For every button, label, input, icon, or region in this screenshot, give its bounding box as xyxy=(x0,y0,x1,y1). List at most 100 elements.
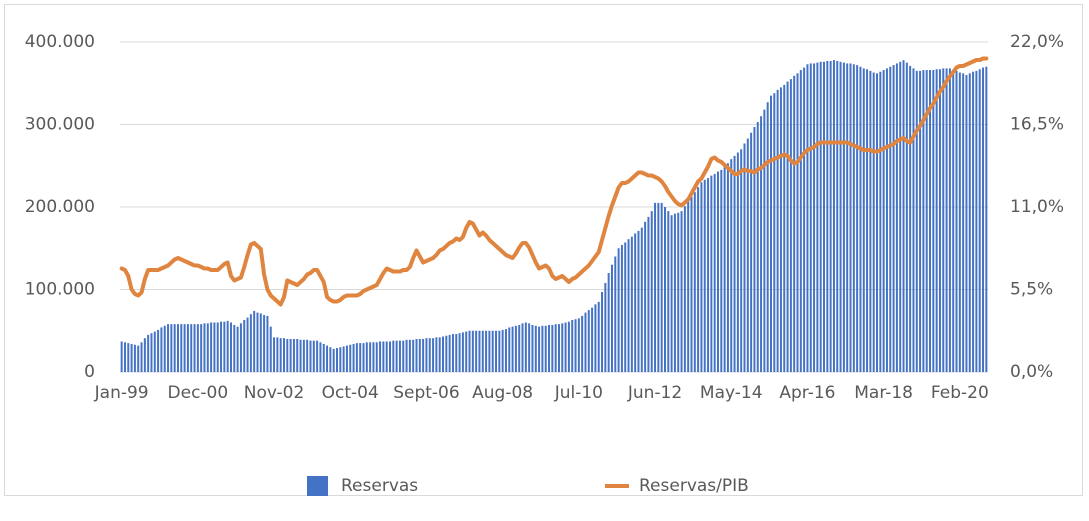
bar xyxy=(849,63,852,372)
bar xyxy=(650,211,653,372)
bar xyxy=(803,67,806,372)
bar xyxy=(157,329,160,372)
bar xyxy=(634,233,637,372)
bar xyxy=(173,324,176,372)
bar xyxy=(736,152,739,372)
bar xyxy=(836,60,839,372)
bar xyxy=(233,324,236,372)
bar xyxy=(389,341,392,372)
bar xyxy=(362,343,365,372)
bar xyxy=(309,340,312,372)
bar xyxy=(879,71,882,372)
bar xyxy=(382,341,385,372)
bar xyxy=(826,60,829,372)
bar xyxy=(276,337,279,372)
bar xyxy=(942,68,945,373)
bar xyxy=(955,70,958,372)
bar xyxy=(604,282,607,372)
bar xyxy=(475,330,478,372)
bar xyxy=(471,330,474,372)
bar xyxy=(975,70,978,372)
bar xyxy=(654,202,657,372)
bar xyxy=(630,236,633,372)
bar xyxy=(620,244,623,372)
bar xyxy=(286,339,289,372)
bar xyxy=(557,324,560,372)
bar xyxy=(876,73,879,372)
bar xyxy=(263,315,266,372)
bar xyxy=(518,324,521,372)
bar xyxy=(229,322,232,372)
bar xyxy=(783,84,786,373)
bar xyxy=(660,202,663,372)
x-tick-label: Jun-12 xyxy=(627,383,682,403)
bar xyxy=(302,339,305,372)
bar xyxy=(385,341,388,372)
bar xyxy=(644,221,647,372)
bar xyxy=(339,347,342,372)
bar xyxy=(697,187,700,372)
bar xyxy=(587,310,590,372)
bar xyxy=(766,102,769,372)
bar xyxy=(823,61,826,373)
bar xyxy=(816,62,819,372)
bar xyxy=(958,72,961,373)
bar xyxy=(478,330,481,372)
y2-tick-label: 22,0% xyxy=(1010,32,1064,52)
bar xyxy=(412,339,415,372)
x-tick-label: Sept-06 xyxy=(393,383,459,403)
bar xyxy=(773,93,776,373)
bar xyxy=(935,69,938,372)
bar xyxy=(259,313,262,372)
bar xyxy=(770,95,772,372)
bar xyxy=(196,324,199,372)
bar xyxy=(564,322,567,372)
bar xyxy=(292,339,295,372)
y2-tick-label: 11,0% xyxy=(1010,197,1064,217)
bar xyxy=(249,314,252,372)
bar xyxy=(193,324,196,372)
bar xyxy=(929,70,932,373)
y-tick-label: 200.000 xyxy=(25,197,95,217)
bar xyxy=(895,63,898,372)
bar xyxy=(909,65,912,373)
bar xyxy=(289,339,292,372)
bar xyxy=(372,342,375,372)
x-tick-label: Mar-18 xyxy=(854,383,913,403)
bar xyxy=(614,256,617,372)
bar xyxy=(965,75,968,372)
bar xyxy=(415,339,418,372)
bar xyxy=(398,340,401,372)
bar xyxy=(220,321,223,372)
bar xyxy=(885,68,888,373)
bar xyxy=(673,213,676,372)
bar xyxy=(160,327,163,372)
bar xyxy=(796,73,799,372)
bar xyxy=(355,343,358,372)
legend-label: Reservas xyxy=(341,476,418,496)
bar xyxy=(306,339,309,372)
y-tick-label: 400.000 xyxy=(25,32,95,52)
bar xyxy=(133,344,136,372)
bar xyxy=(279,338,282,372)
bar xyxy=(405,339,408,372)
bar xyxy=(740,149,743,372)
bar xyxy=(176,324,179,372)
bar xyxy=(617,248,620,372)
line xyxy=(119,56,989,307)
bar xyxy=(316,340,319,372)
bar xyxy=(296,339,299,372)
bar xyxy=(213,322,216,372)
y2-tick-label: 5,5% xyxy=(1010,280,1053,300)
bar xyxy=(846,63,849,372)
bar xyxy=(418,339,421,372)
bar xyxy=(223,321,226,372)
bar xyxy=(140,342,143,372)
bar xyxy=(226,320,229,372)
bar xyxy=(392,340,395,372)
bar xyxy=(889,66,892,372)
bar xyxy=(806,64,809,373)
bar xyxy=(312,340,315,372)
bar xyxy=(726,163,729,372)
